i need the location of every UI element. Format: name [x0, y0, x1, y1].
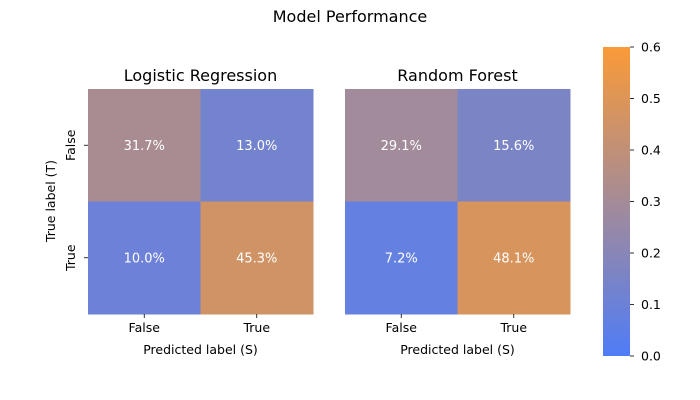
x-tick-label: True — [242, 320, 270, 335]
colorbar-tick-label: 0.2 — [641, 246, 661, 261]
cell-value-label: 29.1% — [381, 139, 422, 154]
colorbar-tick-label: 0.4 — [641, 143, 661, 158]
heatmap-cell — [345, 201, 458, 315]
heatmap-cell — [457, 201, 571, 315]
heatmap-panel: Logistic Regression 31.7% 13.0% 10.0% 45.3% F… — [63, 66, 314, 357]
colorbar-tick-label: 0.0 — [641, 349, 661, 364]
heatmap-cell — [88, 201, 201, 315]
cell-value-label: 45.3% — [236, 251, 277, 266]
heatmap-cell — [88, 89, 201, 202]
heatmap-cell — [345, 89, 458, 202]
colorbar-tick-label: 0.6 — [641, 40, 661, 55]
colorbar: 0.0 0.1 0.2 0.3 0.4 0.5 0.6 — [603, 40, 661, 364]
colorbar-tick-label: 0.1 — [641, 297, 661, 312]
colorbar-tick-label: 0.3 — [641, 194, 661, 209]
y-axis-label: True label (T) — [43, 160, 58, 243]
colorbar-tick-label: 0.5 — [641, 91, 661, 106]
heatmap-cell — [200, 201, 314, 315]
heatmap-panels: Logistic Regression 31.7% 13.0% 10.0% 45.3% F… — [63, 66, 571, 357]
y-tick-label: False — [63, 129, 78, 161]
x-tick-label: False — [129, 320, 161, 335]
heatmap-panel: Random Forest 29.1% 15.6% 7.2% 48.1% False Tru… — [345, 66, 571, 357]
panel-title: Random Forest — [397, 66, 517, 85]
x-tick-label: False — [386, 320, 418, 335]
cell-value-label: 15.6% — [493, 139, 534, 154]
cell-value-label: 31.7% — [124, 139, 165, 154]
panel-title: Logistic Regression — [124, 66, 277, 85]
y-tick-label: True — [63, 244, 78, 272]
chart-title: Model Performance — [273, 7, 428, 26]
cell-value-label: 10.0% — [124, 251, 165, 266]
x-axis-label: Predicted label (S) — [400, 342, 515, 357]
cell-value-label: 48.1% — [493, 251, 534, 266]
colorbar-gradient — [603, 47, 630, 356]
heatmap-cell — [457, 89, 571, 202]
heatmap-cell — [200, 89, 314, 202]
cell-value-label: 7.2% — [385, 251, 418, 266]
x-tick-label: True — [499, 320, 527, 335]
x-axis-label: Predicted label (S) — [143, 342, 258, 357]
cell-value-label: 13.0% — [236, 139, 277, 154]
